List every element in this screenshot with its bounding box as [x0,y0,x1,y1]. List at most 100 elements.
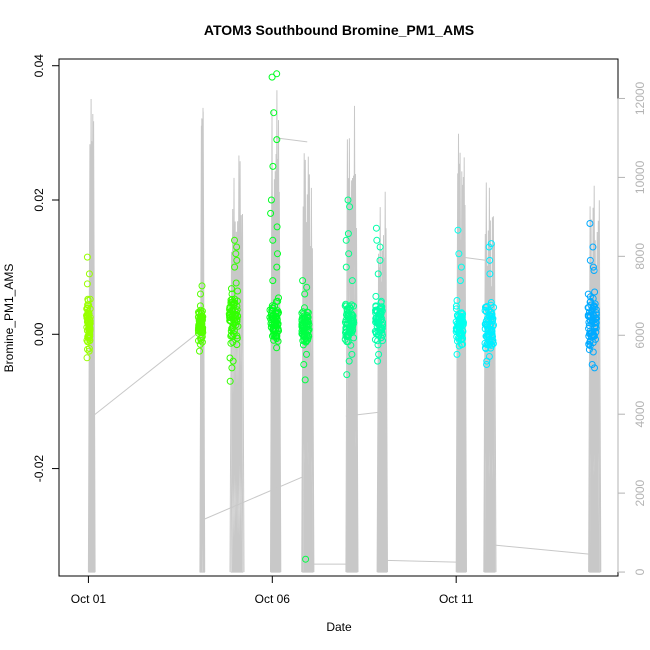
x-axis-label: Date [326,620,352,634]
y2-tick-label: 10000 [633,160,647,194]
data-point [586,338,594,346]
data-point [452,302,460,310]
data-point [489,340,497,348]
data-point [376,256,384,264]
data-point [588,319,596,327]
data-point [482,303,489,311]
data-point [226,316,234,324]
data-point [589,348,597,356]
data-point [585,346,593,354]
data-point [592,324,600,332]
data-point [458,341,466,349]
data-point [268,73,276,81]
altitude-transit [378,559,457,563]
data-point [234,287,242,295]
data-point [455,335,463,343]
data-point [455,250,463,258]
data-point [83,312,91,320]
data-point [372,292,380,300]
altitude-burst [301,153,315,573]
data-point [198,329,206,336]
chart-title: ATOM3 Southbound Bromine_PM1_AMS [204,22,474,38]
data-point [84,308,92,316]
data-point [342,328,350,336]
data-point [233,315,241,323]
data-point [378,324,386,332]
data-point [304,309,312,317]
data-point [273,263,281,271]
data-point [269,311,277,319]
data-point [267,209,275,217]
data-point [232,279,240,287]
data-point [85,335,93,342]
data-point [226,377,234,385]
data-point [343,371,351,379]
data-point [197,309,205,317]
data-point [486,256,494,264]
data-point [197,290,204,298]
data-point [85,347,93,355]
altitude-transit [200,476,302,522]
y-tick-label: 0.02 [32,188,46,212]
data-point [298,320,306,328]
altitude-burst [199,107,206,573]
data-point [272,322,280,329]
data-point [304,328,312,336]
y-axis: -0.02 0.00 0.02 0.04 [32,54,60,482]
data-point [233,302,241,310]
altitude-burst [270,90,282,573]
data-point [348,350,356,358]
data-point [273,223,281,231]
data-point [268,304,276,312]
data-point [376,243,384,251]
data-point [301,304,308,312]
data-point [86,325,94,333]
data-point [486,270,494,278]
data-point [229,357,237,365]
data-point [304,336,312,344]
altitude-burst [376,191,388,573]
data-point [454,312,461,320]
data-point [345,357,353,365]
x-tick-label: Oct 11 [439,592,474,606]
data-point [374,270,382,278]
data-point [485,341,493,349]
data-point [373,236,381,244]
data-point [346,203,354,211]
data-point [375,350,383,358]
altitude-burst [455,133,467,573]
data-point [490,303,498,311]
altitude-burst [588,185,602,573]
data-point [226,309,234,317]
data-point [273,332,281,340]
data-point [269,162,277,170]
data-point [348,328,356,336]
data-point [587,297,595,305]
data-point [85,270,93,278]
data-point [458,330,466,338]
data-point [457,263,465,271]
data-point [300,361,308,368]
data-point [83,354,91,362]
data-point [585,312,593,320]
data-point [85,319,93,327]
data-point [84,301,92,309]
data-point [303,283,311,291]
data-point [232,250,240,258]
data-point [233,256,241,264]
y-axis-label: Bromine_PM1_AMS [2,264,16,373]
altitude-burst [229,155,245,573]
data-point [84,297,92,304]
data-point [592,328,600,336]
data-point [341,302,349,310]
altitude-burst [87,98,96,573]
data-point [231,236,238,244]
data-point [489,333,496,340]
data-point [86,295,94,303]
data-point [269,326,277,334]
altitude-transit [487,543,591,555]
data-point [231,263,239,271]
data-point [488,341,496,349]
altitude-transit [456,255,486,261]
